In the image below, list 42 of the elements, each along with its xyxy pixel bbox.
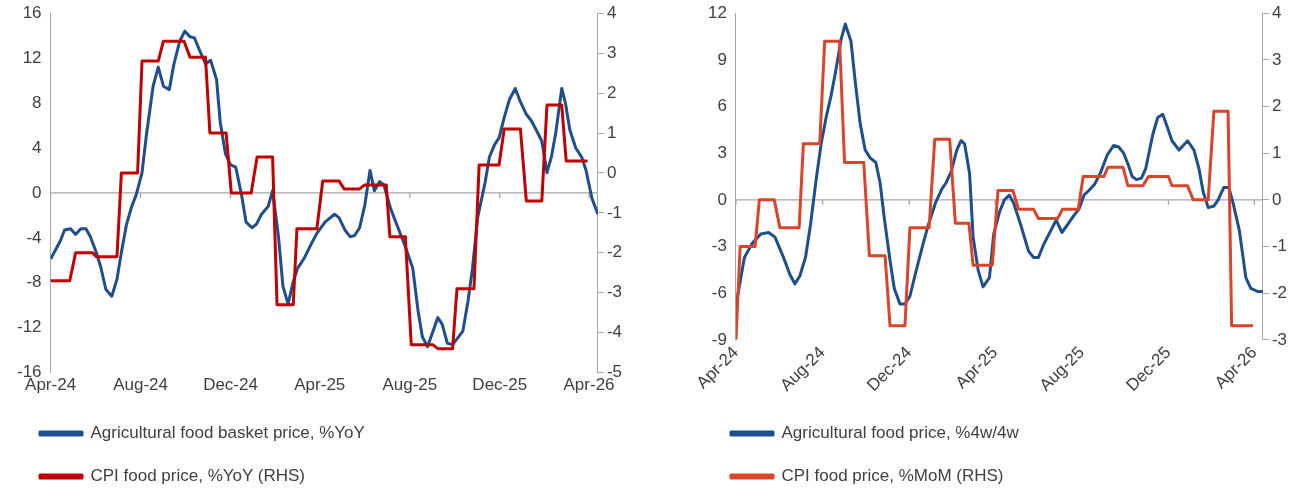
y-tick-label: 12 [22, 47, 42, 67]
y2-tick-label: -4 [606, 322, 623, 342]
x-tick-label: Dec-24 [203, 375, 258, 395]
y2-tick-label: -1 [1271, 236, 1288, 256]
y2-tick-label: 0 [1271, 189, 1282, 209]
legend-label: Agricultural food price, %4w/4w [781, 423, 1020, 443]
y-tick-label: 16 [22, 2, 42, 22]
y2-tick-label: -2 [606, 242, 623, 262]
y-tick-label: 0 [717, 189, 727, 209]
y-tick-label: 6 [717, 96, 727, 116]
y2-tick-label: 2 [606, 82, 617, 102]
y2-tick-label: 3 [606, 42, 617, 62]
y2-tick-label: 4 [606, 2, 617, 22]
y-tick-label: 12 [707, 2, 727, 22]
y2-tick-label: -1 [606, 202, 623, 222]
y-tick-label: 8 [32, 92, 42, 112]
y2-tick-label: -3 [606, 282, 623, 302]
y-tick-label: -3 [711, 236, 727, 256]
y2-tick-label: 4 [1271, 2, 1282, 22]
y2-tick-label: 1 [1271, 142, 1282, 162]
y2-tick-label: 1 [606, 122, 617, 142]
y2-tick-label: 3 [1271, 49, 1282, 69]
y-tick-label: 9 [717, 49, 727, 69]
y2-tick-label: 2 [1271, 96, 1282, 116]
y-tick-label: 4 [32, 137, 42, 157]
y-tick-label: -12 [16, 317, 42, 337]
legend-label: CPI food price, %MoM (RHS) [781, 466, 1004, 486]
y-tick-label: -4 [26, 227, 42, 247]
y-tick-label: 3 [717, 142, 727, 162]
y2-tick-label: -3 [1271, 329, 1288, 349]
y2-tick-label: -2 [1271, 282, 1288, 302]
x-tick-label: Aug-25 [382, 375, 438, 395]
legend-label: Agricultural food basket price, %YoY [90, 423, 365, 443]
y-tick-label: -8 [26, 272, 42, 292]
y-tick-label: 0 [32, 182, 42, 202]
y2-tick-label: 0 [606, 162, 617, 182]
x-tick-label: Apr-25 [294, 375, 346, 395]
x-tick-label: Dec-25 [472, 375, 528, 395]
x-tick-label: Aug-24 [113, 375, 168, 395]
y-tick-label: -6 [711, 282, 727, 302]
legend-label: CPI food price, %YoY (RHS) [90, 466, 305, 486]
y-tick-label: -9 [711, 329, 727, 349]
